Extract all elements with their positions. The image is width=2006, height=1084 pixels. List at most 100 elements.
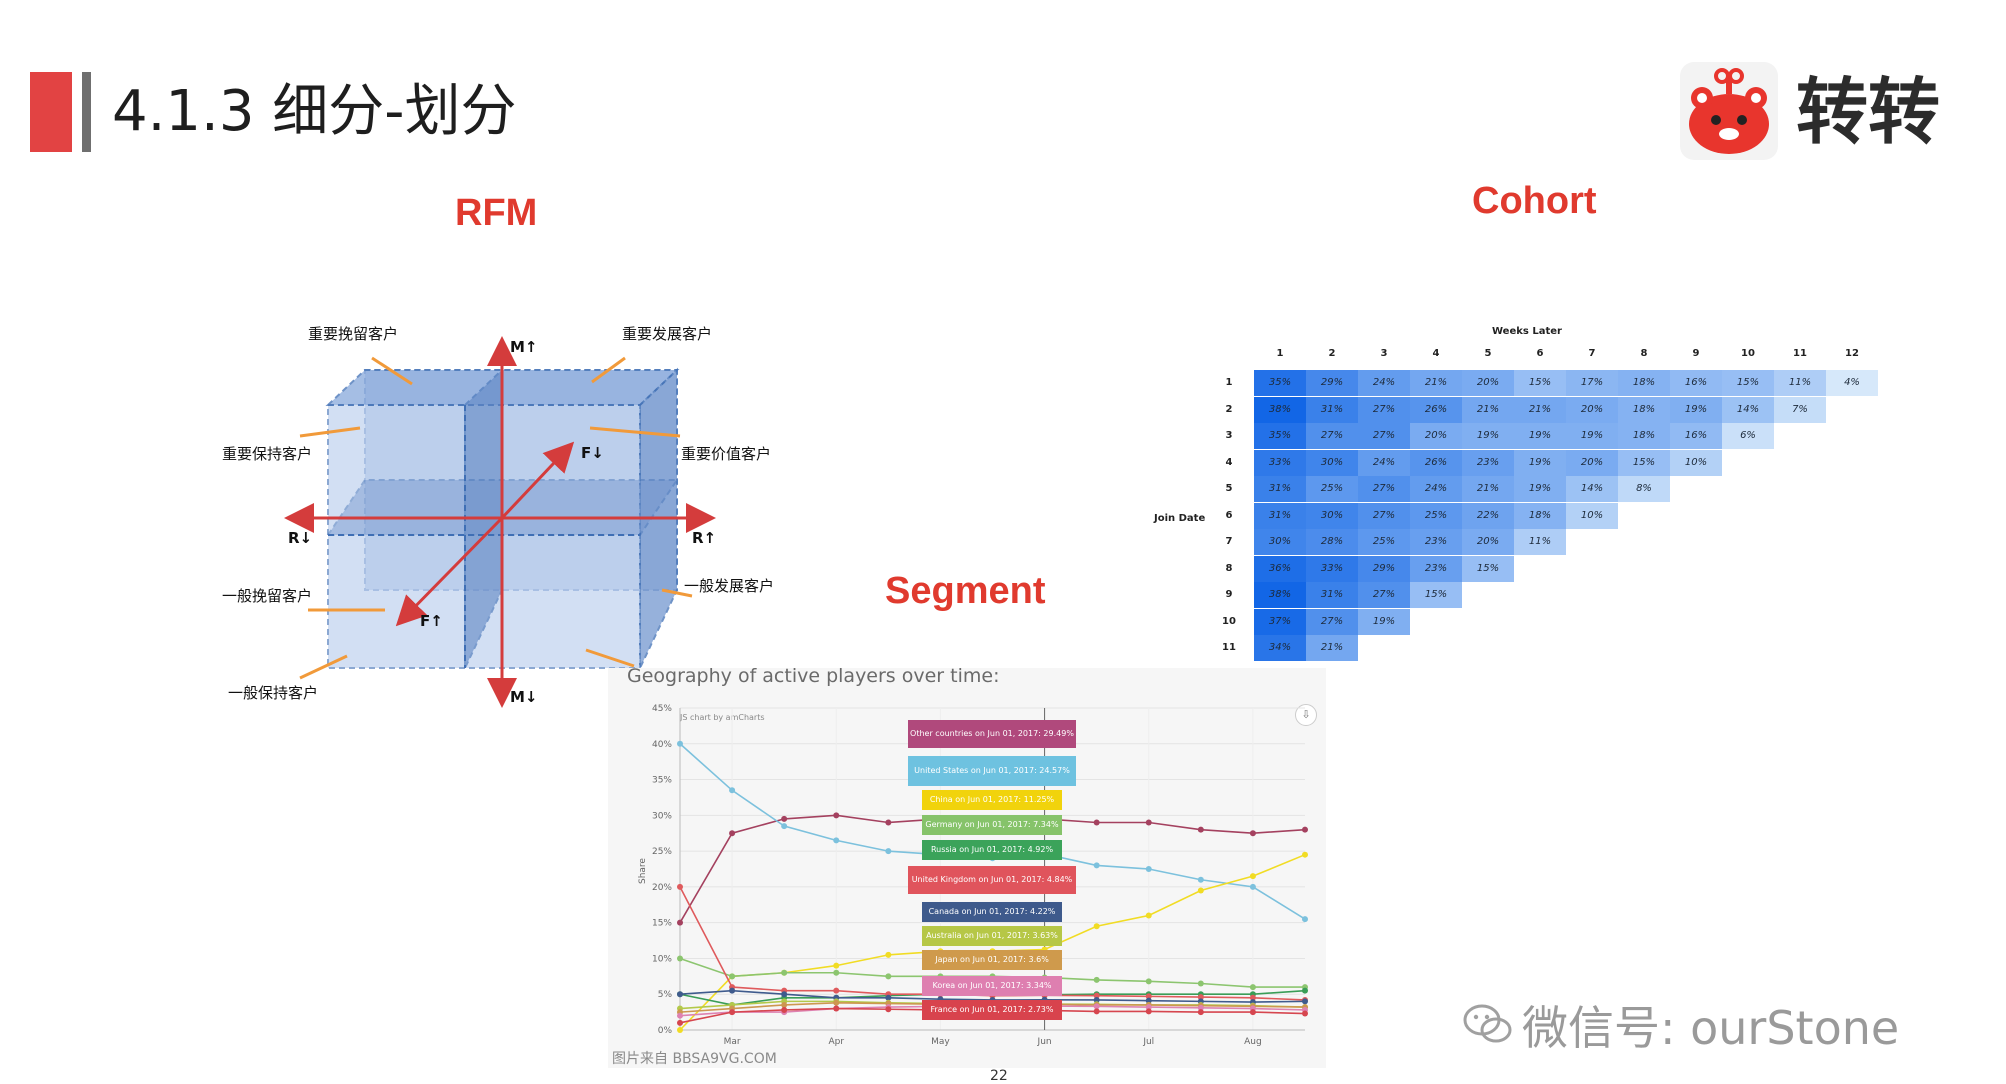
cohort-cell: 37% [1254, 608, 1306, 635]
cohort-col-header: 10 [1741, 348, 1755, 359]
x-tick-label: Mar [724, 1037, 741, 1047]
series-point [1093, 923, 1100, 930]
cohort-cell: 17% [1566, 370, 1618, 396]
cohort-cell: 25% [1306, 476, 1358, 502]
cohort-cell: 11% [1774, 370, 1826, 396]
cohort-row-label: 10 [1222, 615, 1236, 627]
cohort-cell: 21% [1410, 370, 1462, 396]
series-point [677, 1019, 683, 1026]
series-point [1093, 1003, 1100, 1010]
chart-credit: JS chart by amCharts [680, 713, 765, 722]
series-point [1249, 1009, 1256, 1016]
cohort-col-header: 2 [1328, 348, 1336, 359]
series-point [833, 987, 840, 994]
cohort-cell: 30% [1254, 529, 1306, 555]
series-point [1197, 887, 1204, 894]
cohort-cell: 10% [1670, 449, 1722, 476]
cohort-cell: 4% [1826, 370, 1878, 396]
cohort-cell: 22% [1462, 502, 1514, 529]
cohort-cell: 34% [1254, 635, 1306, 661]
cohort-cell: 18% [1618, 396, 1670, 423]
cohort-col-header: 8 [1640, 348, 1648, 359]
x-tick-label: Jul [1142, 1037, 1154, 1047]
cohort-cell: 24% [1358, 370, 1410, 396]
series-point [677, 991, 683, 998]
series-point [885, 819, 892, 826]
wechat-icon [1462, 1000, 1514, 1050]
cohort-cell: 19% [1514, 423, 1566, 449]
axis-f-up-label: F↑ [420, 612, 443, 630]
cohort-col-header: 12 [1845, 348, 1859, 359]
cohort-row-label: 5 [1225, 483, 1233, 494]
series-point [885, 848, 892, 855]
cohort-row-label: 11 [1222, 642, 1236, 653]
cohort-cell: 19% [1514, 476, 1566, 502]
cohort-col-header: 5 [1484, 348, 1492, 359]
cohort-cell: 27% [1358, 423, 1410, 449]
cohort-cell: 31% [1306, 582, 1358, 608]
series-point [1302, 826, 1308, 833]
series-point [677, 1027, 683, 1033]
cohort-cell: 27% [1358, 502, 1410, 529]
cohort-cell: 18% [1514, 502, 1566, 529]
axis-m-up-label: M↑ [510, 338, 538, 356]
y-tick-label: 45% [652, 704, 672, 714]
y-tick-label: 10% [652, 954, 672, 964]
title-accent-bar [30, 72, 72, 152]
series-tooltip: Russia on Jun 01, 2017: 4.92% [922, 840, 1062, 860]
cohort-cell: 31% [1306, 396, 1358, 423]
cohort-cell: 23% [1462, 449, 1514, 476]
series-point [1145, 1008, 1152, 1015]
series-point [833, 1005, 840, 1012]
y-tick-label: 5% [658, 990, 673, 1000]
series-point [1093, 996, 1100, 1003]
x-tick-label: May [931, 1037, 950, 1047]
cohort-row-label: 9 [1225, 589, 1233, 600]
cohort-col-header: 11 [1793, 348, 1807, 359]
series-tooltip: Japan on Jun 01, 2017: 3.6% [922, 950, 1062, 970]
cohort-cell: 21% [1462, 396, 1514, 423]
series-point [1197, 826, 1204, 833]
y-tick-label: 40% [652, 740, 672, 750]
cohort-cell: 19% [1514, 449, 1566, 476]
series-point [729, 1009, 736, 1016]
cohort-cell: 35% [1254, 370, 1306, 396]
series-point [1197, 994, 1204, 1001]
series-point [1302, 987, 1308, 994]
cohort-cell: 15% [1410, 582, 1462, 608]
cohort-cell: 15% [1462, 555, 1514, 582]
cohort-cell: 15% [1514, 370, 1566, 396]
rfm-cube-diagram [200, 310, 820, 730]
cohort-cell: 23% [1410, 529, 1462, 555]
series-tooltip: Korea on Jun 01, 2017: 3.34% [922, 976, 1062, 996]
cohort-cell: 27% [1306, 423, 1358, 449]
series-point [1302, 1010, 1308, 1017]
axis-m-down-label: M↓ [510, 688, 538, 706]
series-point [1145, 997, 1152, 1004]
series-point [1145, 912, 1152, 919]
cohort-cell: 27% [1358, 476, 1410, 502]
cohort-cell: 19% [1566, 423, 1618, 449]
y-tick-label: 0% [658, 1026, 673, 1036]
cohort-cell: 20% [1566, 449, 1618, 476]
series-point [1093, 976, 1100, 983]
series-point [677, 740, 683, 747]
cohort-cell: 27% [1358, 396, 1410, 423]
cohort-cell: 8% [1618, 476, 1670, 502]
series-point [781, 1001, 788, 1008]
series-point [781, 1006, 788, 1013]
download-icon[interactable]: ⇩ [1295, 704, 1317, 726]
rfm-label-important-retain: 重要挽留客户 [308, 325, 399, 343]
segment-title: Segment [885, 570, 1046, 612]
rfm-label-important-keep: 重要保持客户 [222, 445, 313, 463]
series-tooltip: Other countries on Jun 01, 2017: 29.49% [908, 720, 1076, 748]
cohort-cell: 36% [1254, 555, 1306, 582]
cohort-cell: 16% [1670, 423, 1722, 449]
cohort-join-date-label: Join Date [1154, 513, 1206, 524]
series-point [781, 815, 788, 822]
cohort-cell: 19% [1670, 396, 1722, 423]
cohort-cell: 6% [1722, 423, 1774, 449]
series-point [781, 823, 788, 830]
cohort-row-label: 1 [1225, 377, 1233, 388]
series-point [781, 969, 788, 976]
